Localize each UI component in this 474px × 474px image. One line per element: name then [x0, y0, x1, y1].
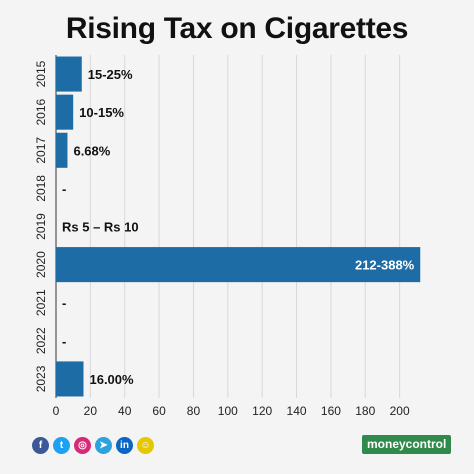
instagram-icon[interactable]: ◎: [74, 437, 91, 454]
bar-data-label: 10-15%: [79, 105, 124, 120]
bar-data-label: 16.00%: [89, 372, 134, 387]
moneycontrol-logo: moneycontrol: [362, 435, 452, 454]
y-tick-label: 2016: [34, 98, 48, 125]
bar-data-label: -: [62, 334, 66, 349]
chart-title: Rising Tax on Cigarettes: [65, 12, 409, 45]
y-tick-label: 2023: [34, 365, 48, 392]
y-tick-label: 2020: [34, 251, 48, 278]
x-tick-label: 140: [287, 404, 307, 418]
social-icons: f t ◎ ➤ in ☺: [32, 437, 154, 454]
x-tick-label: 60: [152, 404, 166, 418]
bar-data-label: Rs 5 – Rs 10: [62, 220, 139, 235]
bar: [56, 361, 84, 397]
y-tick-label: 2017: [34, 137, 48, 164]
snapchat-icon[interactable]: ☺: [137, 437, 154, 454]
telegram-icon[interactable]: ➤: [95, 437, 112, 454]
x-tick-label: 200: [390, 404, 410, 418]
x-tick-label: 0: [53, 404, 60, 418]
x-tick-label: 80: [187, 404, 201, 418]
bar: [56, 247, 421, 283]
y-tick-label: 2015: [34, 60, 48, 87]
bar: [56, 132, 68, 168]
bar-data-label: -: [62, 296, 66, 311]
x-tick-label: 120: [252, 404, 272, 418]
x-tick-label: 160: [321, 404, 341, 418]
twitter-icon[interactable]: t: [53, 437, 70, 454]
y-tick-label: 2018: [34, 175, 48, 202]
bar-data-label: 6.68%: [73, 143, 110, 158]
y-tick-label: 2021: [34, 289, 48, 316]
plot-area: [56, 55, 434, 398]
y-tick-label: 2022: [34, 327, 48, 354]
bar-data-label: 15-25%: [88, 67, 133, 82]
linkedin-icon[interactable]: in: [116, 437, 133, 454]
bar: [56, 94, 74, 130]
y-tick-label: 2019: [34, 213, 48, 240]
x-tick-label: 100: [218, 404, 238, 418]
bar-data-label: -: [62, 181, 66, 196]
x-tick-label: 40: [118, 404, 132, 418]
bar-data-label: 212-388%: [355, 258, 415, 273]
facebook-icon[interactable]: f: [32, 437, 49, 454]
bar: [56, 56, 82, 92]
x-tick-label: 180: [355, 404, 375, 418]
x-tick-label: 20: [84, 404, 98, 418]
